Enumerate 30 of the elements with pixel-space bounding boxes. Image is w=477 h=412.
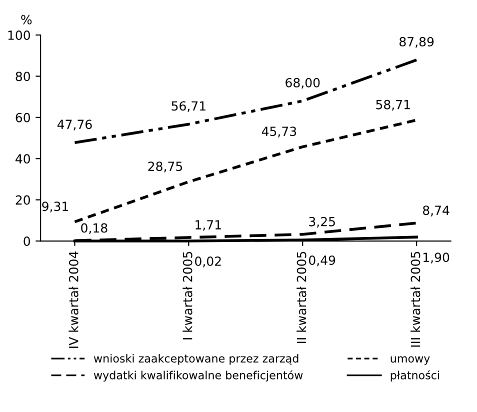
- y-tick-label: 40: [16, 154, 30, 164]
- data-label: 87,89: [400, 36, 434, 48]
- legend-label: wnioski zaakceptowane przez zarząd: [94, 354, 298, 365]
- legend-label: płatności: [390, 370, 440, 382]
- x-tick-label: III kwartał 2005: [410, 252, 420, 347]
- y-tick-label: 60: [16, 112, 30, 122]
- x-tick-label: I kwartał 2005: [182, 252, 192, 340]
- legend-label: umowy: [390, 356, 430, 365]
- data-label: 0,18: [81, 223, 108, 234]
- y-tick-label: 80: [16, 72, 30, 82]
- data-label: 45,73: [262, 126, 296, 138]
- data-label: 47,76: [57, 120, 92, 130]
- data-label: 56,71: [172, 101, 206, 112]
- data-label: 9,31: [42, 202, 68, 212]
- data-label: 28,75: [148, 162, 182, 172]
- data-label: 0,02: [195, 256, 221, 268]
- data-label: 3,25: [309, 216, 335, 228]
- y-tick-label: 100: [8, 30, 30, 40]
- data-label: 58,71: [376, 100, 410, 111]
- y-axis-title: %: [21, 14, 32, 24]
- y-tick-label: 20: [16, 195, 30, 205]
- data-label: 0,49: [309, 256, 336, 266]
- legend-label: wydatki kwalifikowalne beneficjentów: [94, 370, 303, 382]
- x-tick-label: IV kwartał 2004: [68, 251, 78, 348]
- x-tick-label: II kwartał 2005: [296, 252, 306, 344]
- data-label: 1,90: [424, 252, 450, 264]
- y-tick-label: 0: [24, 236, 30, 246]
- data-label: 1,71: [196, 220, 221, 231]
- data-label: 8,74: [422, 206, 450, 216]
- data-label: 68,00: [286, 78, 320, 89]
